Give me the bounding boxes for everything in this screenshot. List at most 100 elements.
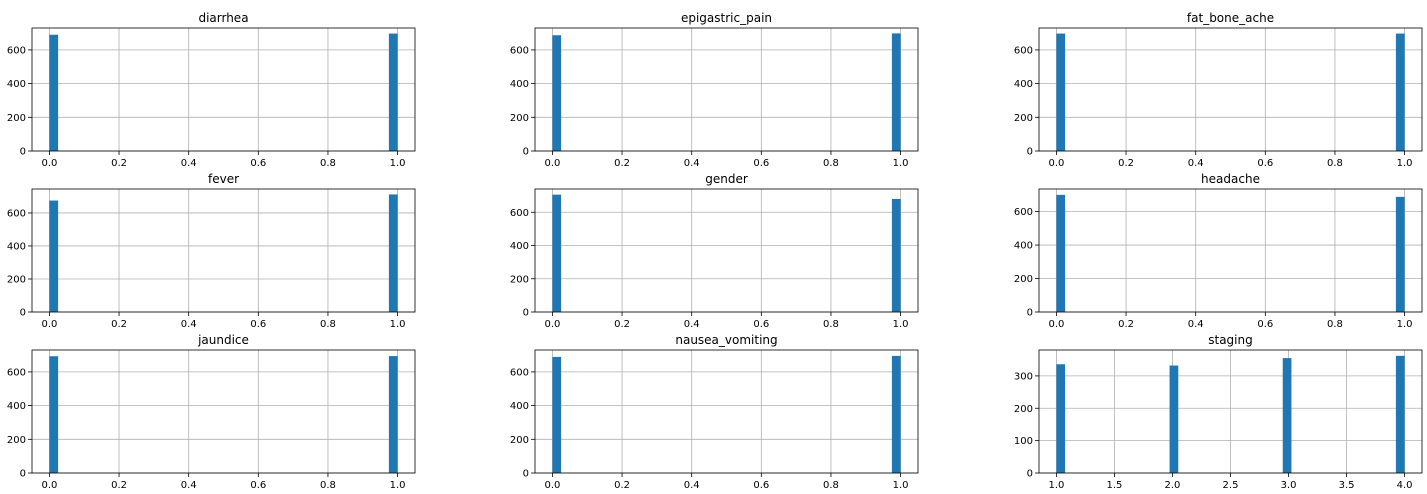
x-tick-label: 0.4 <box>181 319 197 330</box>
y-tick-label: 400 <box>7 241 26 252</box>
x-tick-label: 0.0 <box>41 480 57 491</box>
histogram-bar <box>891 33 901 151</box>
y-tick-label: 600 <box>1014 45 1033 56</box>
x-tick-label: 3.0 <box>1281 480 1297 491</box>
subplot-staging: 1.0 1.5 2.0 2.5 3.0 3.5 4.0 0 100 200 300 staging <box>1014 333 1423 491</box>
x-tick-label: 0.4 <box>684 480 700 491</box>
chart-title: gender <box>705 172 748 186</box>
histogram-bar <box>1282 358 1292 473</box>
subplot-diarrhea: 0.0 0.2 0.4 0.6 0.8 1.0 0 200 400 600 diarrhea <box>7 11 416 169</box>
x-tick-label: 1.0 <box>390 319 406 330</box>
chart-title: fever <box>208 172 239 186</box>
x-tick-label: 1.0 <box>1048 480 1064 491</box>
y-tick-label: 400 <box>7 401 26 412</box>
histogram-bar <box>1056 33 1066 151</box>
y-tick-label: 600 <box>1014 207 1033 218</box>
chart-title: headache <box>1201 172 1260 186</box>
histogram-bar <box>891 198 901 312</box>
y-tick-label: 600 <box>7 367 26 378</box>
x-tick-label: 0.6 <box>753 480 769 491</box>
plot-frame <box>31 349 416 474</box>
histogram-bar <box>49 200 59 312</box>
y-tick-label: 200 <box>7 113 26 124</box>
x-tick-label: 0.0 <box>41 319 57 330</box>
histogram-bar <box>49 356 59 473</box>
y-tick-label: 600 <box>7 45 26 56</box>
plot-frame <box>534 27 919 152</box>
y-tick-label: 400 <box>1014 241 1033 252</box>
histogram-bar <box>1395 196 1405 312</box>
x-tick-label: 0.8 <box>823 158 839 169</box>
x-tick-label: 0.0 <box>544 480 560 491</box>
plot-frame <box>1038 27 1423 152</box>
subplot-nausea-vomiting: 0.0 0.2 0.4 0.6 0.8 1.0 0 200 400 600 nausea_vomit… <box>510 333 919 491</box>
subplot-headache: 0.0 0.2 0.4 0.6 0.8 1.0 0 200 400 600 headache <box>1014 172 1423 330</box>
x-tick-label: 0.4 <box>684 158 700 169</box>
y-tick-label: 400 <box>1014 79 1033 90</box>
x-tick-label: 0.6 <box>250 158 266 169</box>
y-tick-label: 200 <box>7 435 26 446</box>
histogram-bar <box>1169 365 1179 473</box>
y-tick-label: 200 <box>7 274 26 285</box>
y-tick-label: 200 <box>510 113 529 124</box>
x-tick-label: 0.2 <box>614 319 630 330</box>
y-tick-label: 400 <box>510 401 529 412</box>
y-tick-label: 0 <box>1027 308 1033 319</box>
x-tick-label: 0.8 <box>320 319 336 330</box>
x-tick-label: 0.8 <box>823 480 839 491</box>
y-tick-label: 200 <box>510 274 529 285</box>
x-tick-label: 0.0 <box>544 319 560 330</box>
x-tick-label: 1.5 <box>1106 480 1122 491</box>
x-tick-label: 0.8 <box>823 319 839 330</box>
x-tick-label: 0.2 <box>111 158 127 169</box>
x-tick-label: 0.4 <box>1188 319 1204 330</box>
y-tick-label: 600 <box>7 208 26 219</box>
x-tick-label: 0.0 <box>1048 158 1064 169</box>
x-tick-label: 0.4 <box>181 158 197 169</box>
y-tick-label: 200 <box>1014 274 1033 285</box>
histogram-bar <box>388 356 398 473</box>
x-tick-label: 1.0 <box>893 480 909 491</box>
plot-frame <box>534 349 919 474</box>
subplot-fat-bone-ache: 0.0 0.2 0.4 0.6 0.8 1.0 0 200 400 600 fat_bone_ach… <box>1014 11 1423 169</box>
y-tick-label: 0 <box>1027 147 1033 158</box>
subplot-jaundice: 0.0 0.2 0.4 0.6 0.8 1.0 0 200 400 600 jaundice <box>7 333 416 491</box>
x-tick-label: 0.8 <box>1327 319 1343 330</box>
histogram-bar <box>891 355 901 473</box>
x-tick-label: 0.6 <box>753 319 769 330</box>
x-tick-label: 0.6 <box>250 480 266 491</box>
y-tick-label: 400 <box>510 79 529 90</box>
histogram-bar <box>552 194 562 312</box>
y-tick-label: 600 <box>510 367 529 378</box>
y-tick-label: 100 <box>1014 436 1033 447</box>
x-tick-label: 0.2 <box>111 319 127 330</box>
y-tick-label: 200 <box>510 435 529 446</box>
y-tick-label: 300 <box>1014 371 1033 382</box>
chart-title: diarrhea <box>198 11 248 25</box>
plot-frame <box>31 188 416 313</box>
x-tick-label: 0.4 <box>181 480 197 491</box>
subplot-fever: 0.0 0.2 0.4 0.6 0.8 1.0 0 200 400 600 fever <box>7 172 416 330</box>
x-tick-label: 0.2 <box>1118 158 1134 169</box>
y-tick-label: 200 <box>1014 113 1033 124</box>
y-tick-label: 0 <box>523 308 529 319</box>
x-tick-label: 0.6 <box>1257 158 1273 169</box>
chart-title: epigastric_pain <box>681 11 772 25</box>
chart-title: jaundice <box>197 333 249 347</box>
x-tick-label: 0.0 <box>544 158 560 169</box>
histogram-bar <box>1395 33 1405 151</box>
y-tick-label: 0 <box>523 147 529 158</box>
subplot-gender: 0.0 0.2 0.4 0.6 0.8 1.0 0 200 400 600 gender <box>510 172 919 330</box>
histogram-bar <box>388 194 398 312</box>
y-tick-label: 400 <box>510 241 529 252</box>
histogram-bar <box>388 33 398 151</box>
plot-frame <box>1038 188 1423 313</box>
chart-title: nausea_vomiting <box>675 333 777 347</box>
y-tick-label: 200 <box>1014 404 1033 415</box>
x-tick-label: 0.0 <box>1048 319 1064 330</box>
x-tick-label: 1.0 <box>893 158 909 169</box>
histogram-bar <box>49 34 59 151</box>
y-tick-label: 400 <box>7 79 26 90</box>
histogram-bar <box>552 356 562 473</box>
